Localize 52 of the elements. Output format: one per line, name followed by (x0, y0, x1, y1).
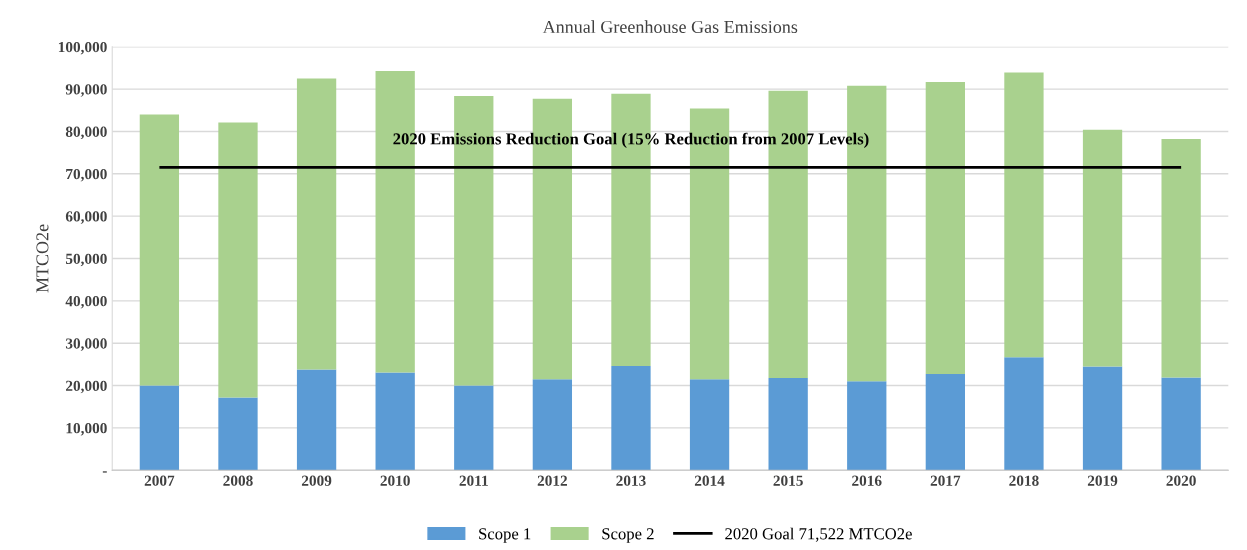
y-axis-title: MTCO2e (36, 224, 49, 293)
bar (611, 366, 651, 471)
x-tick-label: 2011 (459, 475, 488, 486)
y-tick-label: 20,000 (66, 380, 107, 394)
bar (139, 114, 180, 386)
bar (768, 377, 808, 471)
x-tick-label: 2015 (773, 475, 803, 486)
x-tick-label: 2007 (144, 475, 175, 486)
bar (139, 385, 180, 471)
bar (925, 81, 965, 375)
y-tick-label: - (102, 471, 107, 473)
y-tick-label: 40,000 (65, 295, 107, 309)
legend-label: Scope 2 (602, 528, 654, 543)
y-tick-label: 70,000 (66, 168, 107, 182)
y-tick-label: 100,000 (58, 41, 107, 55)
bar (1004, 72, 1044, 358)
bar (847, 381, 887, 471)
x-tick-label: 2010 (380, 475, 410, 486)
bar (1161, 139, 1201, 378)
x-tick-label: 2009 (301, 475, 332, 486)
bar (1082, 129, 1123, 367)
bar (218, 397, 258, 471)
y-tick-label: 10,000 (66, 423, 107, 436)
bar (1004, 357, 1044, 471)
x-tick-label: 2008 (223, 475, 253, 486)
annotation: 2020 Emissions Reduction Goal (15% Reduction from 2007 Levels) (393, 132, 869, 148)
x-tick-label: 2014 (694, 475, 725, 486)
x-tick-label: 2012 (537, 475, 567, 486)
x-tick-label: 2017 (930, 475, 961, 486)
bar (689, 379, 730, 471)
bar (532, 379, 573, 471)
bar (454, 385, 494, 471)
y-tick-label: 60,000 (65, 211, 107, 224)
x-tick-label: 2016 (852, 475, 882, 486)
x-tick-label: 2013 (616, 475, 646, 486)
y-tick-label: 30,000 (65, 338, 107, 351)
bar (296, 369, 337, 471)
x-tick-label: 2018 (1009, 475, 1039, 486)
bar (925, 374, 965, 471)
bar (218, 122, 258, 398)
bar (296, 78, 337, 370)
x-tick-label: 2020 (1166, 475, 1196, 486)
chart-title: Annual Greenhouse Gas Emissions (542, 20, 798, 34)
x-tick-label: 2019 (1087, 475, 1118, 486)
y-tick-label: 80,000 (65, 126, 107, 140)
y-tick-label: 90,000 (65, 84, 107, 97)
bar (1082, 366, 1123, 471)
bar (375, 372, 415, 471)
legend-label: Scope 1 (479, 528, 531, 543)
y-tick-label: 50,000 (65, 253, 107, 267)
bar (1161, 377, 1201, 471)
legend-label: 2020 Goal 71,522 MTCO2e (725, 527, 912, 542)
